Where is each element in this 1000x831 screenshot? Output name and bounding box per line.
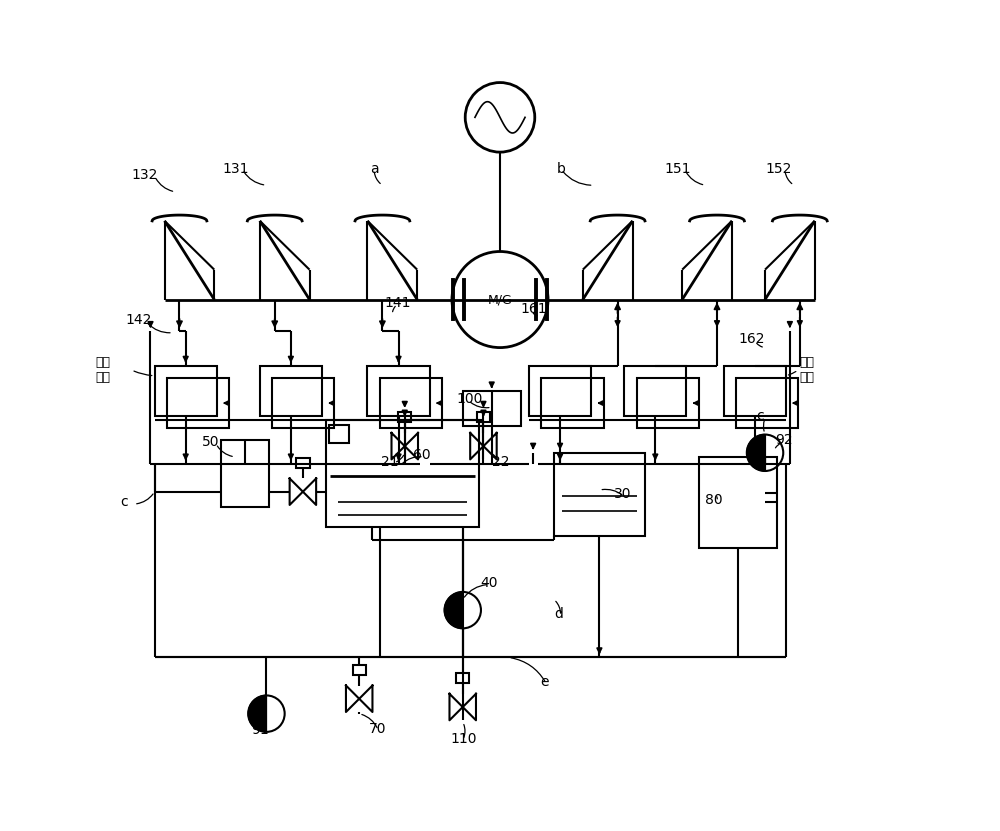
Text: 60: 60 <box>413 448 431 462</box>
Bar <box>296 458 310 468</box>
Text: 22: 22 <box>492 455 509 469</box>
Text: a: a <box>370 162 379 175</box>
Text: 70: 70 <box>369 721 387 735</box>
Text: e: e <box>540 676 548 689</box>
Text: 空气: 空气 <box>800 356 815 369</box>
Text: 162: 162 <box>739 332 765 347</box>
Text: c: c <box>121 495 128 509</box>
Bar <box>541 378 604 428</box>
Text: 40: 40 <box>480 576 498 590</box>
Polygon shape <box>747 435 765 471</box>
Text: 空气: 空气 <box>96 356 111 369</box>
Text: 131: 131 <box>223 162 249 175</box>
Bar <box>554 453 645 536</box>
Bar <box>463 391 521 426</box>
Bar <box>380 378 442 428</box>
Text: c: c <box>757 409 764 422</box>
Text: 152: 152 <box>765 162 791 175</box>
Bar <box>477 412 490 422</box>
Text: 151: 151 <box>664 162 690 175</box>
Bar <box>724 366 786 416</box>
Bar <box>329 425 349 443</box>
Bar <box>529 366 591 416</box>
Bar <box>155 366 217 416</box>
Text: 91: 91 <box>252 723 269 737</box>
Text: 30: 30 <box>614 487 632 501</box>
Text: 100: 100 <box>457 392 483 406</box>
Text: 入口: 入口 <box>96 371 111 384</box>
Bar <box>624 366 686 416</box>
Text: M/G: M/G <box>488 293 512 306</box>
Bar <box>367 366 430 416</box>
Text: 50: 50 <box>202 435 219 449</box>
Text: 142: 142 <box>126 313 152 327</box>
Bar <box>353 665 366 675</box>
Polygon shape <box>445 592 463 628</box>
Text: 出口: 出口 <box>800 371 815 384</box>
Text: b: b <box>556 162 565 175</box>
Bar <box>326 420 479 528</box>
Text: d: d <box>554 607 563 622</box>
Text: 132: 132 <box>131 169 158 182</box>
Polygon shape <box>248 696 266 732</box>
Bar <box>272 378 334 428</box>
Text: 80: 80 <box>705 493 723 507</box>
Bar <box>167 378 229 428</box>
Bar <box>456 673 469 683</box>
Text: 92: 92 <box>775 433 793 447</box>
Bar <box>398 412 411 422</box>
Bar <box>699 457 777 548</box>
Bar <box>260 366 322 416</box>
Bar <box>637 378 699 428</box>
Text: 110: 110 <box>450 731 477 745</box>
Text: 141: 141 <box>384 296 411 310</box>
Text: 21: 21 <box>381 455 398 469</box>
Bar <box>736 378 798 428</box>
Text: 161: 161 <box>521 302 547 317</box>
Bar <box>221 440 269 507</box>
